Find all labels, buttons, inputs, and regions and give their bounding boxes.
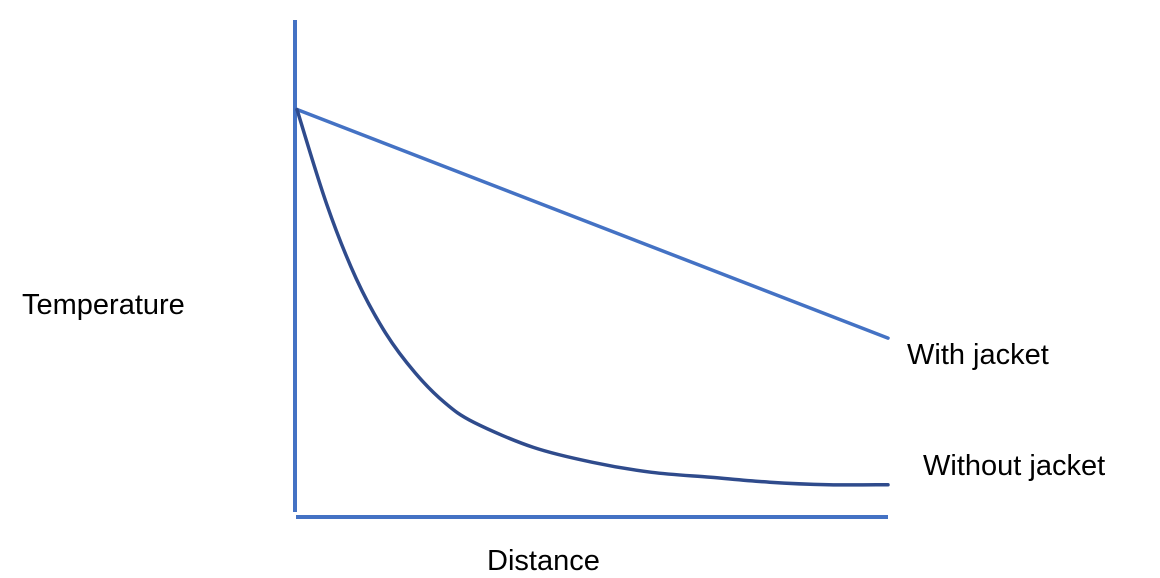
y-axis-label: Temperature xyxy=(22,289,185,321)
series-layer xyxy=(295,107,890,487)
x-axis-label: Distance xyxy=(487,545,600,577)
series-line-without-jacket xyxy=(295,107,890,487)
series-line-with-jacket xyxy=(295,107,890,340)
series-label-without-jacket: Without jacket xyxy=(923,450,1105,482)
series-label-with-jacket: With jacket xyxy=(907,339,1049,371)
